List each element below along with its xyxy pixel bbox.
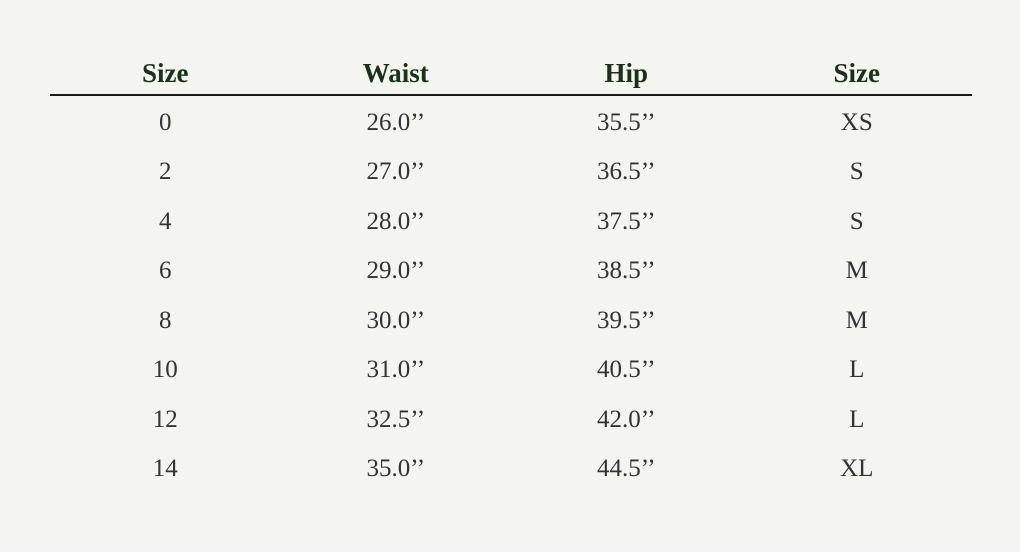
waist-cell: 35.0’’ xyxy=(366,455,426,483)
header-hip: Hip xyxy=(511,52,742,96)
hip-cell: 42.0’’ xyxy=(596,405,656,433)
letter-size-cell: M xyxy=(845,257,868,285)
size-chart-table: Size Waist Hip Size 0 26.0’’ 35.5’’ XS 2 27.0… xyxy=(50,52,972,494)
letter-size-cell: XL xyxy=(840,455,874,483)
waist-cell: 29.0’’ xyxy=(366,257,426,285)
table-row: 12 32.5’’ 42.0’’ L xyxy=(50,395,972,445)
letter-size-cell: XS xyxy=(840,108,873,136)
table-row: 14 35.0’’ 44.5’’ XL xyxy=(50,445,972,495)
size-cell: 2 xyxy=(159,158,172,186)
size-cell: 12 xyxy=(152,405,178,433)
table-row: 4 28.0’’ 37.5’’ S xyxy=(50,197,972,247)
letter-size-cell: L xyxy=(849,356,865,384)
letter-size-cell: L xyxy=(849,405,865,433)
table-row: 0 26.0’’ 35.5’’ XS xyxy=(50,95,972,148)
table-row: 6 29.0’’ 38.5’’ M xyxy=(50,247,972,297)
hip-cell: 35.5’’ xyxy=(596,108,656,136)
hip-cell: 39.5’’ xyxy=(596,306,656,334)
size-cell: 14 xyxy=(152,455,178,483)
waist-cell: 28.0’’ xyxy=(366,207,426,235)
waist-cell: 26.0’’ xyxy=(366,108,426,136)
waist-cell: 31.0’’ xyxy=(366,356,426,384)
letter-size-cell: S xyxy=(849,158,864,186)
letter-size-cell: S xyxy=(849,207,864,235)
table-row: 10 31.0’’ 40.5’’ L xyxy=(50,346,972,396)
hip-cell: 38.5’’ xyxy=(596,257,656,285)
header-row: Size Waist Hip Size xyxy=(50,52,972,96)
header-letter-size: Size xyxy=(741,52,972,96)
waist-cell: 27.0’’ xyxy=(366,158,426,186)
size-cell: 0 xyxy=(159,108,172,136)
size-cell: 10 xyxy=(152,356,178,384)
table-row: 8 30.0’’ 39.5’’ M xyxy=(50,296,972,346)
hip-cell: 44.5’’ xyxy=(596,455,656,483)
hip-cell: 37.5’’ xyxy=(596,207,656,235)
size-cell: 6 xyxy=(159,257,172,285)
size-cell: 8 xyxy=(159,306,172,334)
table-row: 2 27.0’’ 36.5’’ S xyxy=(50,148,972,198)
waist-cell: 30.0’’ xyxy=(366,306,426,334)
size-cell: 4 xyxy=(159,207,172,235)
hip-cell: 36.5’’ xyxy=(596,158,656,186)
header-waist: Waist xyxy=(280,52,511,96)
letter-size-cell: M xyxy=(845,306,868,334)
header-size: Size xyxy=(50,52,281,96)
hip-cell: 40.5’’ xyxy=(596,356,656,384)
waist-cell: 32.5’’ xyxy=(366,405,426,433)
